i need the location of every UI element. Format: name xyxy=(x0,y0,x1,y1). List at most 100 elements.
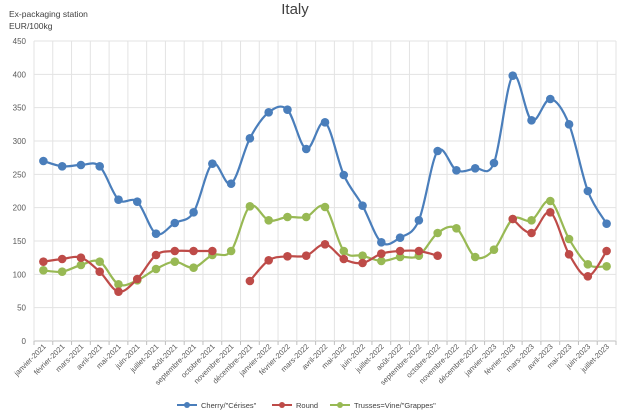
data-point xyxy=(545,94,555,104)
data-point xyxy=(508,71,518,80)
chart-subtitle-1: Ex-packaging station xyxy=(9,9,88,19)
data-point xyxy=(320,240,330,249)
data-point xyxy=(57,254,67,264)
series-line xyxy=(43,249,213,293)
legend: Cherry/"Cérises" Round Trusses=Vine/"Grapp… xyxy=(177,401,436,410)
data-point xyxy=(527,116,536,125)
data-point xyxy=(245,276,255,286)
data-point xyxy=(132,197,142,206)
data-point xyxy=(39,266,48,275)
data-point xyxy=(602,246,611,256)
data-point xyxy=(245,202,255,211)
data-point xyxy=(564,250,574,259)
legend-label: Cherry/"Cérises" xyxy=(201,401,257,410)
data-point xyxy=(76,260,86,270)
series-group xyxy=(39,71,611,296)
y-tick-label: 150 xyxy=(13,237,27,246)
y-tick-label: 400 xyxy=(13,70,27,79)
data-point xyxy=(433,251,442,260)
data-point xyxy=(452,224,461,233)
data-point xyxy=(395,252,405,262)
data-point xyxy=(151,229,161,238)
data-point xyxy=(245,134,255,143)
series-round xyxy=(39,208,611,296)
data-point xyxy=(414,246,424,256)
gridlines xyxy=(33,40,617,342)
y-tick-label: 450 xyxy=(13,37,27,46)
data-point xyxy=(283,105,292,114)
data-point xyxy=(76,253,86,262)
data-point xyxy=(320,118,330,127)
y-tick-label: 200 xyxy=(13,204,27,213)
data-point xyxy=(358,258,367,268)
data-point xyxy=(489,158,499,168)
y-axis: 0 50 100 150 200 250 300 350 400 450 xyxy=(13,37,27,346)
data-point xyxy=(527,216,536,225)
data-point xyxy=(339,254,349,264)
data-point xyxy=(39,156,48,166)
data-point xyxy=(414,216,424,225)
series-cherry-c-rises xyxy=(39,71,611,247)
data-point xyxy=(508,214,518,224)
data-point xyxy=(208,246,217,256)
data-point xyxy=(132,274,142,284)
chart-subtitle-2: EUR/100kg xyxy=(9,21,53,31)
data-point xyxy=(170,246,180,256)
data-point xyxy=(602,262,611,271)
data-point xyxy=(395,246,405,256)
data-point xyxy=(377,256,386,266)
data-point xyxy=(377,249,386,258)
data-point xyxy=(433,146,442,156)
data-point xyxy=(602,219,611,228)
y-tick-label: 50 xyxy=(17,304,26,313)
data-point xyxy=(545,208,555,217)
data-point xyxy=(264,216,273,225)
x-axis: janvier-2021février-2021mars-2021avril-2… xyxy=(12,341,617,387)
legend-swatch-marker xyxy=(337,402,343,408)
data-point xyxy=(395,233,405,242)
data-point xyxy=(95,257,105,266)
data-point xyxy=(208,159,217,168)
data-point xyxy=(339,170,349,180)
data-point xyxy=(320,202,330,212)
data-point xyxy=(583,260,593,269)
legend-swatch-marker xyxy=(184,402,190,408)
data-point xyxy=(452,166,461,175)
data-point xyxy=(226,179,236,188)
chart-title: Italy xyxy=(281,1,309,18)
y-tick-label: 350 xyxy=(13,104,27,113)
data-point xyxy=(433,228,442,238)
y-tick-label: 250 xyxy=(13,170,27,179)
data-point xyxy=(39,257,48,266)
data-point xyxy=(95,267,105,276)
data-point xyxy=(114,287,123,296)
data-point xyxy=(301,251,311,260)
y-tick-label: 300 xyxy=(13,137,27,146)
data-point xyxy=(358,201,367,210)
data-point xyxy=(358,251,367,260)
data-point xyxy=(470,164,480,173)
data-point xyxy=(527,228,536,238)
data-point xyxy=(170,257,180,266)
data-point xyxy=(283,212,292,222)
data-point xyxy=(114,195,123,204)
data-point xyxy=(377,238,386,247)
data-point xyxy=(489,245,499,254)
data-point xyxy=(189,263,198,272)
data-point xyxy=(151,250,161,260)
data-point xyxy=(264,256,273,265)
data-point xyxy=(76,160,86,170)
data-point xyxy=(583,186,593,196)
data-point xyxy=(57,162,67,171)
data-point xyxy=(170,218,180,228)
data-point xyxy=(301,144,311,154)
data-point xyxy=(189,246,198,256)
data-point xyxy=(264,108,273,117)
data-point xyxy=(339,246,349,256)
data-point xyxy=(564,120,574,129)
data-point xyxy=(226,246,236,256)
y-tick-label: 100 xyxy=(13,270,27,279)
data-point xyxy=(564,234,574,244)
data-point xyxy=(95,162,105,171)
